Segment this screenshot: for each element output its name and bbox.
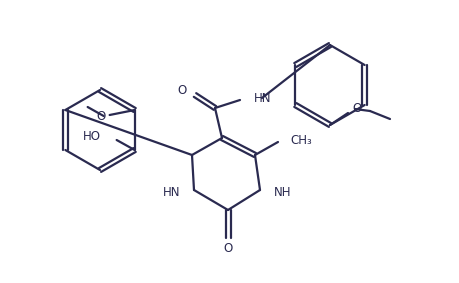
Text: O: O xyxy=(96,110,106,123)
Text: NH: NH xyxy=(274,185,291,198)
Text: HN: HN xyxy=(162,185,180,198)
Text: HN: HN xyxy=(254,91,272,104)
Text: O: O xyxy=(178,83,187,97)
Text: O: O xyxy=(224,241,233,254)
Text: HO: HO xyxy=(83,130,101,143)
Text: O: O xyxy=(352,102,361,115)
Text: CH₃: CH₃ xyxy=(290,134,312,147)
